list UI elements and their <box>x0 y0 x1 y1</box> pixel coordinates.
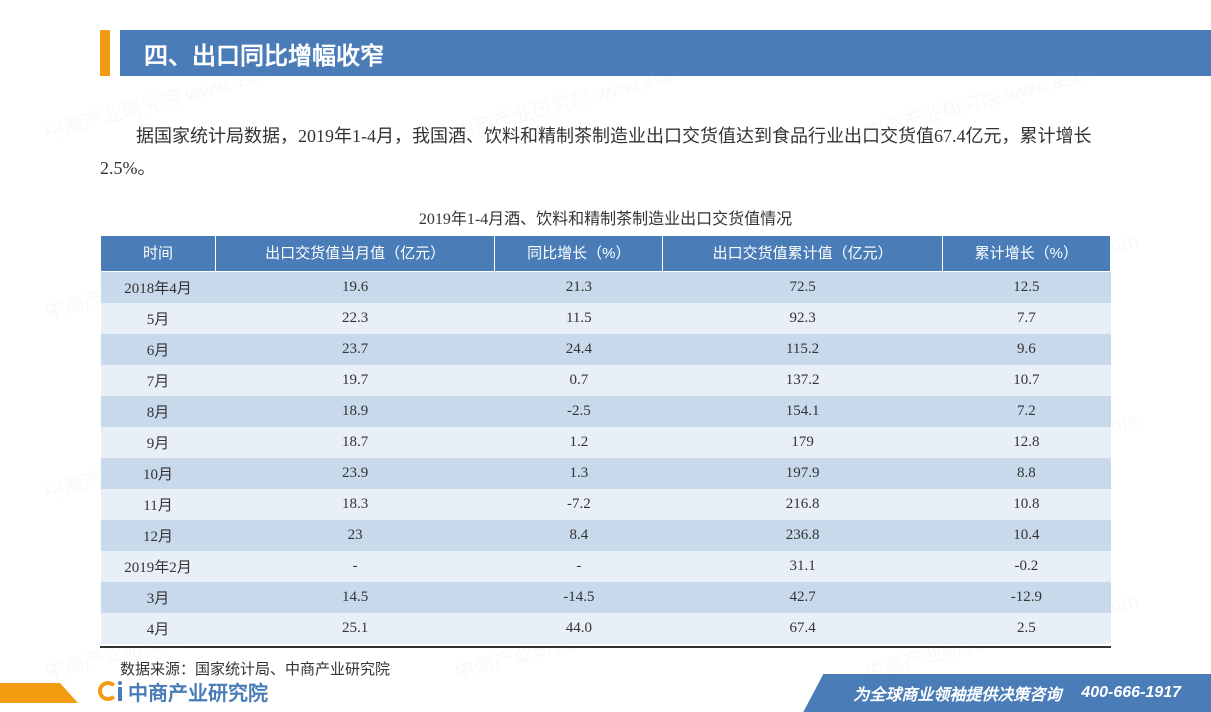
footer-phone: 400-666-1917 <box>1081 684 1181 702</box>
table-cell: 1.2 <box>495 427 663 458</box>
col-header: 时间 <box>101 235 216 272</box>
table-cell: 25.1 <box>216 613 495 644</box>
table-header-row: 时间 出口交货值当月值（亿元） 同比增长（%） 出口交货值累计值（亿元） 累计增… <box>101 235 1111 272</box>
logo: 中商产业研究院 <box>98 677 268 710</box>
table-cell: 11.5 <box>495 303 663 334</box>
table-cell: 18.7 <box>216 427 495 458</box>
table-cell: 8.8 <box>942 458 1110 489</box>
table-cell: 216.8 <box>663 489 942 520</box>
table-cell: 21.3 <box>495 272 663 304</box>
table-cell: 22.3 <box>216 303 495 334</box>
table-row: 5月22.311.592.37.7 <box>101 303 1111 334</box>
table-cell: 23.9 <box>216 458 495 489</box>
table-cell: 31.1 <box>663 551 942 582</box>
table-cell: -7.2 <box>495 489 663 520</box>
table-cell: 236.8 <box>663 520 942 551</box>
table-cell: 19.6 <box>216 272 495 304</box>
table-cell: 44.0 <box>495 613 663 644</box>
table-row: 7月19.70.7137.210.7 <box>101 365 1111 396</box>
table-cell: -2.5 <box>495 396 663 427</box>
table-cell: 8.4 <box>495 520 663 551</box>
table-cell: 179 <box>663 427 942 458</box>
table-cell: 6月 <box>101 334 216 365</box>
intro-paragraph: 据国家统计局数据，2019年1-4月，我国酒、饮料和精制茶制造业出口交货值达到食… <box>100 120 1111 185</box>
table-cell: 8月 <box>101 396 216 427</box>
table-cell: 3月 <box>101 582 216 613</box>
header: 四、出口同比增幅收窄 <box>0 0 1211 60</box>
table-cell: 10月 <box>101 458 216 489</box>
table-cell: - <box>216 551 495 582</box>
table-cell: 42.7 <box>663 582 942 613</box>
logo-text: 中商产业研究院 <box>128 677 268 706</box>
footer: 中商产业研究院 为全球商业领袖提供决策咨询 400-666-1917 <box>0 674 1211 712</box>
content-area: 据国家统计局数据，2019年1-4月，我国酒、饮料和精制茶制造业出口交货值达到食… <box>0 60 1211 679</box>
table-cell: 4月 <box>101 613 216 644</box>
table-cell: 1.3 <box>495 458 663 489</box>
table-cell: 12.5 <box>942 272 1110 304</box>
table-cell: 24.4 <box>495 334 663 365</box>
table-title: 2019年1-4月酒、饮料和精制茶制造业出口交货值情况 <box>100 205 1111 229</box>
col-header: 出口交货值累计值（亿元） <box>663 235 942 272</box>
table-cell: 10.4 <box>942 520 1110 551</box>
table-cell: 9.6 <box>942 334 1110 365</box>
table-cell: 115.2 <box>663 334 942 365</box>
table-row: 9月18.71.217912.8 <box>101 427 1111 458</box>
table-row: 8月18.9-2.5154.17.2 <box>101 396 1111 427</box>
table-row: 4月25.144.067.42.5 <box>101 613 1111 644</box>
table-cell: 19.7 <box>216 365 495 396</box>
table-cell: 197.9 <box>663 458 942 489</box>
col-header: 同比增长（%） <box>495 235 663 272</box>
table-cell: 7.2 <box>942 396 1110 427</box>
footer-accent-triangle <box>60 683 78 703</box>
table-cell: 10.8 <box>942 489 1110 520</box>
table-row: 12月238.4236.810.4 <box>101 520 1111 551</box>
table-cell: 0.7 <box>495 365 663 396</box>
table-row: 2018年4月19.621.372.512.5 <box>101 272 1111 304</box>
table-cell: -0.2 <box>942 551 1110 582</box>
table-row: 2019年2月--31.1-0.2 <box>101 551 1111 582</box>
table-cell: 14.5 <box>216 582 495 613</box>
table-cell: 18.3 <box>216 489 495 520</box>
table-cell: 18.9 <box>216 396 495 427</box>
table-cell: 10.7 <box>942 365 1110 396</box>
table-cell: 2019年2月 <box>101 551 216 582</box>
table-cell: 7月 <box>101 365 216 396</box>
table-cell: 154.1 <box>663 396 942 427</box>
table-cell: 5月 <box>101 303 216 334</box>
table-cell: 72.5 <box>663 272 942 304</box>
table-cell: 23.7 <box>216 334 495 365</box>
footer-right: 为全球商业领袖提供决策咨询 400-666-1917 <box>803 674 1211 712</box>
data-table: 时间 出口交货值当月值（亿元） 同比增长（%） 出口交货值累计值（亿元） 累计增… <box>100 235 1111 645</box>
table-cell: 67.4 <box>663 613 942 644</box>
table-row: 3月14.5-14.542.7-12.9 <box>101 582 1111 613</box>
table-cell: 2.5 <box>942 613 1110 644</box>
footer-slogan: 为全球商业领袖提供决策咨询 <box>853 681 1061 705</box>
table-cell: 9月 <box>101 427 216 458</box>
logo-icon <box>98 679 122 703</box>
footer-accent-block <box>0 683 60 703</box>
table-cell: 12.8 <box>942 427 1110 458</box>
table-cell: 137.2 <box>663 365 942 396</box>
table-row: 6月23.724.4115.29.6 <box>101 334 1111 365</box>
col-header: 出口交货值当月值（亿元） <box>216 235 495 272</box>
table-row: 10月23.91.3197.98.8 <box>101 458 1111 489</box>
table-cell: -12.9 <box>942 582 1110 613</box>
table-cell: 23 <box>216 520 495 551</box>
table-cell: 7.7 <box>942 303 1110 334</box>
table-row: 11月18.3-7.2216.810.8 <box>101 489 1111 520</box>
table-cell: - <box>495 551 663 582</box>
col-header: 累计增长（%） <box>942 235 1110 272</box>
footer-left: 中商产业研究院 <box>0 674 268 712</box>
table-cell: 12月 <box>101 520 216 551</box>
table-cell: 11月 <box>101 489 216 520</box>
table-cell: 2018年4月 <box>101 272 216 304</box>
table-wrapper: 时间 出口交货值当月值（亿元） 同比增长（%） 出口交货值累计值（亿元） 累计增… <box>100 235 1111 649</box>
table-cell: -14.5 <box>495 582 663 613</box>
table-cell: 92.3 <box>663 303 942 334</box>
